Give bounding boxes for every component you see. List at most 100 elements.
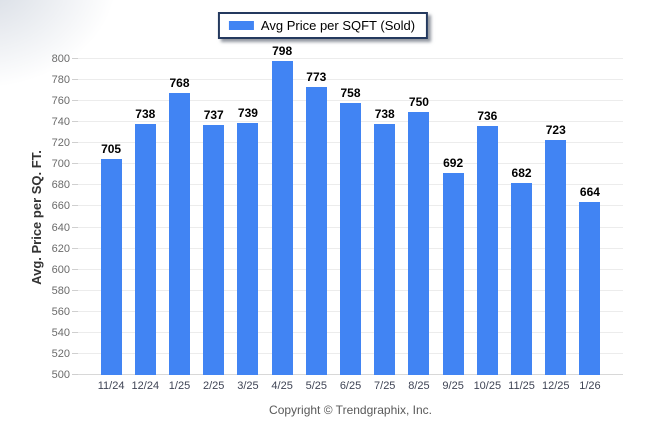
bar-11/25[interactable]	[511, 183, 533, 375]
y-axis-tick	[72, 310, 78, 312]
copyright-text: Copyright © Trendgraphix, Inc.	[269, 403, 432, 417]
bar-6/25[interactable]	[340, 103, 362, 375]
bar-slot: 723	[539, 124, 573, 375]
y-axis-tick-label: 800	[51, 53, 70, 65]
x-axis-tick-label: 7/25	[374, 380, 396, 392]
bar-slot: 738	[368, 108, 402, 375]
bar-8/25[interactable]	[408, 112, 430, 375]
x-axis-tick-label: 11/25	[508, 380, 535, 392]
y-axis-tick-label: 640	[51, 221, 70, 234]
bar-value-label: 723	[545, 123, 566, 137]
y-axis-tick-label: 740	[51, 116, 70, 129]
y-axis-tick	[72, 142, 78, 144]
y-axis-tick	[72, 374, 78, 375]
bar-value-label: 682	[511, 166, 532, 180]
bar-9/25[interactable]	[442, 173, 464, 375]
y-axis-tick-label: 680	[51, 179, 70, 192]
y-axis-tick	[72, 58, 78, 59]
bar-slot: 664	[573, 186, 607, 375]
x-axis-tick-label: 4/25	[271, 380, 293, 392]
y-axis-tick-label: 600	[51, 263, 70, 276]
x-axis-tick-label: 1/26	[579, 380, 601, 392]
y-axis-tick-label: 500	[51, 369, 70, 381]
x-axis-tick-label: 6/25	[339, 380, 362, 392]
y-axis-tick	[72, 268, 78, 270]
bar-slot: 773	[299, 71, 333, 375]
bar-slot: 739	[231, 107, 265, 375]
y-axis-tick-label: 660	[51, 200, 70, 213]
y-axis-tick	[72, 205, 78, 207]
y-axis-tick-label: 700	[51, 158, 70, 171]
x-axis-tick-label: 9/25	[442, 380, 464, 392]
bar-2/25[interactable]	[203, 125, 225, 375]
x-axis-labels: 11/24 12/24 1/25 2/25 3/25 4/25 5/25 6/25 7/25 8/…	[78, 380, 623, 392]
x-axis-tick-label: 11/24	[97, 380, 125, 392]
bar-1/25[interactable]	[169, 93, 190, 375]
y-axis-tick-label: 520	[51, 347, 70, 360]
bar-5/25[interactable]	[305, 87, 327, 375]
bar-value-label: 739	[237, 106, 258, 120]
bar-12/25[interactable]	[545, 140, 567, 375]
y-axis-tick-label: 620	[51, 242, 70, 255]
bar-slot: 692	[436, 157, 470, 375]
y-axis-tick	[72, 352, 78, 354]
bar-slot: 798	[265, 45, 299, 375]
bar-slot: 737	[197, 109, 231, 375]
bar-7/25[interactable]	[374, 124, 396, 375]
y-axis-tick	[72, 331, 78, 333]
bar-slot: 758	[333, 87, 367, 375]
x-axis-tick-label: 10/25	[473, 380, 502, 392]
gridline	[78, 58, 623, 59]
gridline	[78, 79, 623, 81]
x-axis-tick-label: 12/24	[131, 380, 160, 392]
x-axis-tick-label: 3/25	[237, 380, 259, 392]
bar-value-label: 798	[272, 44, 293, 58]
bar-11/24[interactable]	[100, 159, 122, 375]
bar-value-label: 768	[169, 76, 190, 90]
bar-3/25[interactable]	[237, 123, 259, 375]
y-axis-tick-label: 560	[51, 305, 70, 318]
bar-value-label: 692	[443, 156, 464, 170]
x-axis-tick-label: 8/25	[408, 380, 430, 392]
bar-slot: 750	[402, 96, 436, 375]
y-axis-tick	[72, 79, 78, 81]
bar-value-label: 738	[135, 107, 156, 121]
y-axis-tick-label: 780	[51, 74, 70, 87]
bar-4/25[interactable]	[271, 61, 293, 375]
x-axis-tick-label: 2/25	[203, 380, 225, 392]
bar-value-label: 773	[306, 70, 327, 84]
x-axis-tick-label: 12/25	[541, 380, 570, 392]
bar-slot: 768	[162, 77, 196, 375]
x-axis-tick-label: 5/25	[305, 380, 328, 392]
bar-12/24[interactable]	[134, 124, 156, 375]
y-axis-tick-label: 540	[51, 326, 70, 339]
plot-area: 705 738 768 737 739 798 773 758 738 750 692 736 682 7…	[72, 45, 623, 375]
bar-slot: 736	[470, 110, 504, 375]
bars-row: 705 738 768 737 739 798 773 758 738 750 692 736 682 7…	[78, 45, 623, 375]
y-axis-tick	[72, 289, 78, 291]
y-axis-tick	[72, 184, 78, 186]
y-axis-tick-label: 580	[51, 284, 70, 297]
bar-1/26[interactable]	[579, 202, 601, 375]
y-axis-tick	[72, 163, 78, 165]
y-axis-tick-label: 720	[51, 137, 70, 150]
bar-slot: 705	[94, 143, 128, 375]
y-axis-tick	[72, 121, 78, 123]
bar-value-label: 737	[203, 108, 224, 122]
bar-slot: 738	[128, 108, 162, 375]
bar-value-label: 705	[101, 142, 122, 156]
bar-10/25[interactable]	[476, 126, 498, 375]
legend-label: Avg Price per SQFT (Sold)	[260, 18, 416, 33]
legend[interactable]: Avg Price per SQFT (Sold)	[217, 12, 429, 39]
y-axis-labels: 500 520 540 560 580 600 620 640 660 680 700 720 740 7…	[0, 53, 70, 381]
bar-value-label: 750	[408, 95, 429, 109]
y-axis-tick	[72, 100, 78, 102]
bar-value-label: 758	[340, 86, 361, 100]
bar-value-label: 738	[374, 107, 395, 121]
y-axis-tick-label: 760	[51, 95, 70, 108]
bar-value-label: 664	[579, 185, 600, 199]
x-axis-tick-label: 1/25	[168, 380, 191, 392]
bar-value-label: 736	[477, 109, 498, 123]
y-axis-tick	[72, 226, 78, 228]
